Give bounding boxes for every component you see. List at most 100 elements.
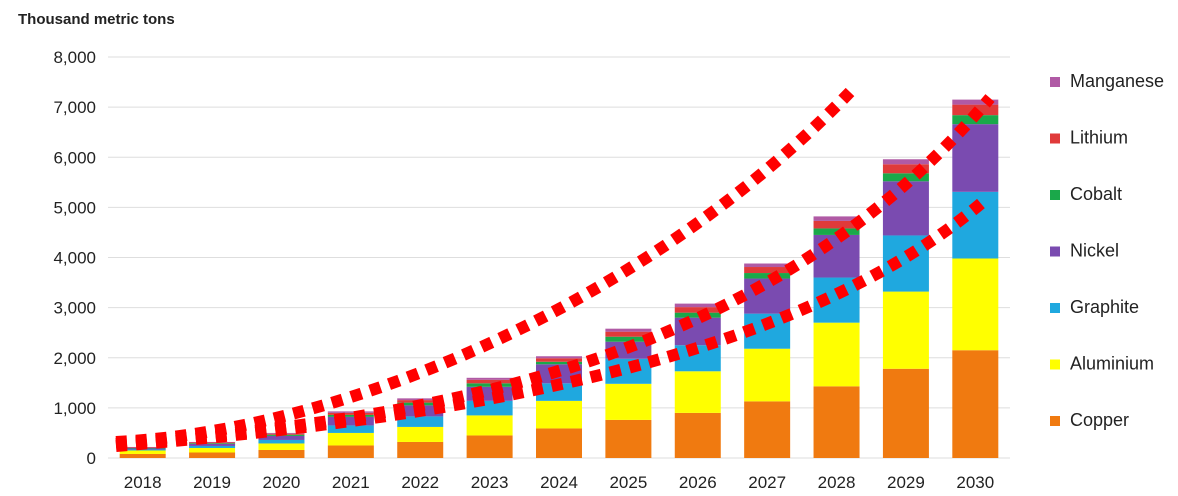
bar-segment-copper xyxy=(397,441,444,458)
bar-segment-graphite xyxy=(536,383,582,401)
bar-segment-copper xyxy=(536,428,582,458)
bar-segment-copper xyxy=(674,412,721,458)
legend-swatch-manganese xyxy=(1050,77,1060,87)
bar-segment-aluminium xyxy=(882,291,929,369)
bar-segment-copper xyxy=(466,435,513,458)
bar-segment-manganese xyxy=(189,441,236,443)
bar-segment-copper xyxy=(119,453,166,458)
legend-label-lithium: Lithium xyxy=(1070,128,1128,148)
gridlines xyxy=(108,56,1010,459)
legend-label-nickel: Nickel xyxy=(1070,241,1119,261)
x-tick-label: 2024 xyxy=(540,473,578,492)
bar-segment-aluminium xyxy=(952,258,999,351)
y-tick-label: 0 xyxy=(87,449,96,468)
bar-segment-lithium xyxy=(466,379,513,384)
bar-segment-cobalt xyxy=(882,173,929,182)
bar-segment-lithium xyxy=(813,220,860,229)
legend-swatch-cobalt xyxy=(1050,190,1060,200)
bar-segment-aluminium xyxy=(605,383,652,420)
bar-segment-aluminium xyxy=(466,415,513,436)
x-tick-label: 2022 xyxy=(401,473,439,492)
bar-segment-aluminium xyxy=(327,432,374,446)
bar-segment-manganese xyxy=(605,328,652,332)
bar-segment-aluminium xyxy=(189,447,236,453)
bar-segment-graphite xyxy=(397,416,444,427)
x-tick-label: 2018 xyxy=(124,473,162,492)
y-tick-label: 2,000 xyxy=(53,349,96,368)
legend-swatch-copper xyxy=(1050,416,1060,426)
bar-segment-aluminium xyxy=(119,450,166,454)
trend-annotations xyxy=(115,87,995,452)
legend-label-copper: Copper xyxy=(1070,410,1129,430)
x-tick-label: 2026 xyxy=(679,473,717,492)
bar-segment-nickel xyxy=(952,124,999,192)
bar-segment-nickel xyxy=(744,278,791,314)
bar-segment-lithium xyxy=(189,442,236,444)
bar-segment-cobalt xyxy=(189,443,236,444)
bar-segment-manganese xyxy=(744,263,791,268)
bar-segment-manganese xyxy=(952,99,999,105)
legend-label-aluminium: Aluminium xyxy=(1070,354,1154,374)
bar-segment-copper xyxy=(189,452,236,458)
x-tick-label: 2030 xyxy=(956,473,994,492)
bar-segment-graphite xyxy=(119,449,166,451)
bar-segment-nickel xyxy=(258,435,305,440)
legend-label-graphite: Graphite xyxy=(1070,297,1139,317)
bar-segment-aluminium xyxy=(813,322,860,387)
bar-segment-manganese xyxy=(536,356,582,359)
legend: Manganese Lithium Cobalt Nickel Graphite Alum… xyxy=(1050,71,1164,430)
bar-segment-copper xyxy=(882,368,929,458)
legend-swatch-nickel xyxy=(1050,246,1060,257)
bar-segment-lithium xyxy=(882,164,929,174)
bar-segment-cobalt xyxy=(605,336,652,342)
bar-segment-lithium xyxy=(327,412,374,415)
bar-segment-copper xyxy=(813,386,860,458)
bar-segment-copper xyxy=(744,401,791,458)
y-tick-label: 8,000 xyxy=(53,48,96,67)
legend-label-cobalt: Cobalt xyxy=(1070,184,1122,204)
bar-segment-aluminium xyxy=(536,400,582,429)
bar-segment-copper xyxy=(605,419,652,458)
bar-segment-manganese xyxy=(327,411,374,413)
bar-segment-aluminium xyxy=(674,371,721,413)
x-tick-label: 2025 xyxy=(609,473,647,492)
x-tick-label: 2029 xyxy=(887,473,925,492)
bars xyxy=(119,99,999,458)
x-tick-label: 2020 xyxy=(263,473,301,492)
legend-swatch-aluminium xyxy=(1050,359,1060,370)
x-tick-label: 2023 xyxy=(471,473,509,492)
y-axis-label: Thousand metric tons xyxy=(18,11,175,28)
bar-segment-cobalt xyxy=(744,273,791,279)
legend-swatch-lithium xyxy=(1050,133,1060,144)
bar-segment-nickel xyxy=(189,443,236,446)
bar-segment-cobalt xyxy=(536,361,582,365)
y-tick-label: 6,000 xyxy=(53,148,96,167)
legend-swatch-graphite xyxy=(1050,303,1060,313)
bar-segment-aluminium xyxy=(258,443,305,450)
x-tick-label: 2019 xyxy=(193,473,231,492)
x-tick-label: 2021 xyxy=(332,473,370,492)
bar-segment-aluminium xyxy=(744,348,791,402)
x-tick-label: 2028 xyxy=(818,473,856,492)
bar-segment-copper xyxy=(952,350,999,458)
bar-segment-graphite xyxy=(258,439,305,444)
bar-segment-cobalt xyxy=(674,312,721,318)
bar-segment-cobalt xyxy=(466,383,513,387)
bar-segment-lithium xyxy=(674,307,721,313)
y-tick-label: 7,000 xyxy=(53,98,96,117)
bar-segment-manganese xyxy=(813,216,860,221)
bar-segment-copper xyxy=(327,445,374,458)
bar-segment-aluminium xyxy=(397,426,444,442)
bar-segment-manganese xyxy=(882,159,929,165)
y-tick-label: 4,000 xyxy=(53,249,96,268)
x-tick-label: 2027 xyxy=(748,473,786,492)
trend-curve xyxy=(115,195,989,452)
bar-segment-graphite xyxy=(327,425,374,433)
bar-segment-lithium xyxy=(605,331,652,337)
y-tick-label: 3,000 xyxy=(53,299,96,318)
y-tick-label: 1,000 xyxy=(53,399,96,418)
bar-segment-nickel xyxy=(327,416,374,426)
legend-label-manganese: Manganese xyxy=(1070,71,1164,91)
bar-segment-lithium xyxy=(536,358,582,362)
